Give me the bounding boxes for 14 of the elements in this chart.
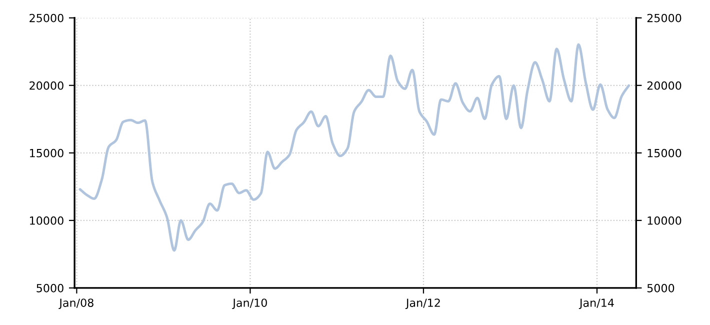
- y2-tick-label: 25000: [647, 14, 682, 22]
- x-tick-label: Jan/14: [578, 298, 614, 310]
- y-tick-label: 10000: [30, 216, 64, 225]
- y-tick-label: 20000: [30, 81, 64, 90]
- x-tick-label: Jan/10: [232, 298, 267, 310]
- y2-tick-label: 10000: [648, 216, 682, 225]
- y2-tick-label: 20000: [647, 81, 682, 90]
- y-tick-label: 15000: [30, 148, 64, 158]
- y2-tick-label: 15000: [648, 148, 682, 158]
- y-tick-label: 25000: [30, 14, 64, 22]
- x-tick-label: Jan/12: [405, 298, 440, 310]
- y2-tick-label: 5000: [647, 284, 674, 292]
- y-tick-label: 5000: [36, 284, 64, 292]
- x-tick-label: Jan/08: [58, 298, 94, 310]
